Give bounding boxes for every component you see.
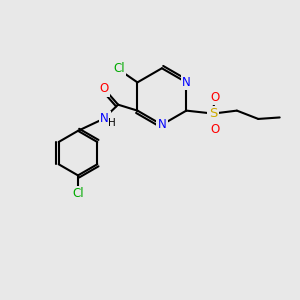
Text: N: N bbox=[100, 112, 109, 125]
Text: Cl: Cl bbox=[72, 187, 84, 200]
Text: N: N bbox=[182, 76, 191, 89]
Text: N: N bbox=[158, 118, 166, 131]
Text: Cl: Cl bbox=[113, 62, 124, 75]
Text: O: O bbox=[210, 123, 219, 136]
Text: S: S bbox=[209, 107, 217, 120]
Text: O: O bbox=[100, 82, 109, 95]
Text: H: H bbox=[108, 118, 116, 128]
Text: O: O bbox=[210, 91, 219, 104]
